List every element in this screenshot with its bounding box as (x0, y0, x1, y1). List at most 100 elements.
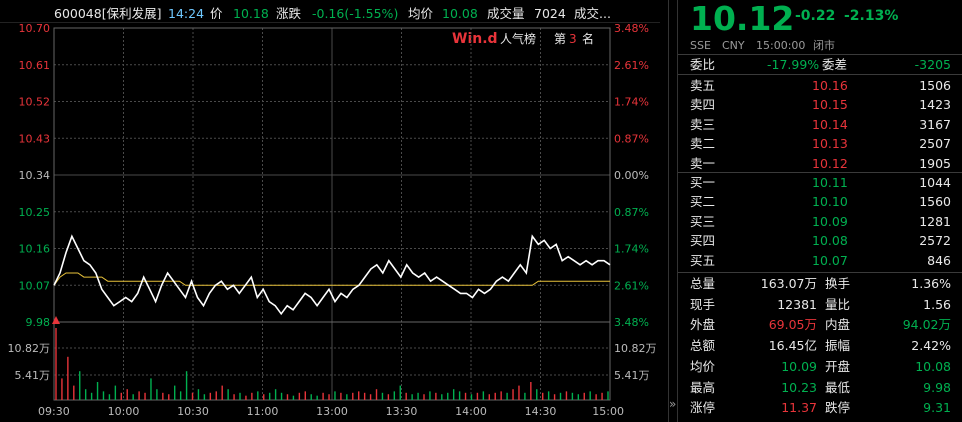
bid-level-price: 10.11 (812, 175, 848, 190)
y-tick-label-right: 1.74% (614, 243, 649, 256)
volume-tick-label-right: 10.82万 (614, 342, 657, 355)
volume-bar (452, 389, 455, 400)
volume-bar (340, 392, 342, 400)
ask-level-volume: 1423 (919, 97, 951, 113)
volume-bar (310, 394, 312, 400)
volume-bar (470, 394, 473, 400)
bid-level-price: 10.07 (812, 252, 848, 268)
bid-level-5[interactable]: 买五 10.07 846 (678, 251, 962, 271)
quote-panel: 10.12 -0.22 -2.13% SSE CNY 15:00:00 闭市 委… (677, 0, 962, 422)
volume-bar (84, 389, 87, 400)
volume-bar (542, 392, 544, 400)
wind-logo: Win.d (452, 31, 498, 47)
volume-bars (55, 328, 609, 400)
stat-label: 最高 (690, 379, 716, 395)
bid-level-volume: 1560 (919, 194, 951, 210)
bid-levels: 买一 10.11 1044 买二 10.10 1560 买三 10.09 1281 买四 10.08… (678, 173, 962, 273)
y-tick-label-right: 2.61% (614, 59, 649, 72)
volume-bar (96, 382, 99, 400)
volume-bar (559, 392, 562, 400)
volume-bar (292, 395, 295, 400)
volume-bar (61, 378, 63, 400)
bid-level-4[interactable]: 买四 10.08 2572 (678, 231, 962, 251)
volume-bar (506, 392, 508, 400)
y-tick-label-right: 0.87% (614, 206, 649, 219)
volume-bar (346, 394, 348, 400)
stat-label: 开盘 (825, 358, 851, 374)
stats-row: 总额 16.45亿 振幅 2.42% (678, 336, 962, 356)
volume-bar (577, 394, 580, 400)
ask-level-3[interactable]: 卖三 10.14 3167 (678, 115, 962, 135)
y-axis-right-labels: 3.48% 2.61% 1.74% 0.87% 0.00% 0.87% 1.74% 2.61%… (614, 22, 657, 382)
market-info: SSE CNY 15:00:00 闭市 (678, 38, 962, 54)
ask-level-4[interactable]: 卖二 10.13 2507 (678, 134, 962, 154)
volume-bar (156, 389, 158, 400)
market-status: 闭市 (813, 39, 835, 52)
volume-bar (488, 394, 490, 400)
volume-bar (67, 356, 69, 400)
x-tick-label: 14:30 (525, 405, 557, 418)
volume-bar (429, 391, 431, 400)
stat-label: 现手 (690, 296, 716, 312)
volume-bar (233, 394, 235, 400)
volume-bar (316, 395, 318, 400)
bid-level-label: 买五 (690, 252, 716, 268)
ask-level-price: 10.12 (812, 155, 848, 171)
x-tick-label: 10:30 (177, 405, 209, 418)
ask-level-label: 卖三 (690, 116, 716, 132)
stats-row: 外盘 69.05万 内盘 94.02万 (678, 315, 962, 335)
chart-header: 600048[保利发展] 14:24 价 10.18 涨跌 -0.16(-1.5… (0, 0, 660, 23)
ask-level-1[interactable]: 卖五 10.16 1506 (678, 76, 962, 96)
volume-bar (334, 391, 336, 400)
bid-level-3[interactable]: 买三 10.09 1281 (678, 212, 962, 232)
volume-bar (375, 389, 378, 400)
stock-code-name[interactable]: 600048[保利发展] (54, 6, 162, 21)
x-tick-label: 10:00 (108, 405, 140, 418)
volume-bar (607, 391, 609, 400)
y-tick-label-left: 10.34 (19, 169, 51, 182)
cursor-change: -0.16(-1.55%) (312, 6, 399, 21)
bid-level-volume: 1281 (919, 213, 951, 229)
volume-bar (174, 385, 176, 400)
volume-bar (423, 394, 425, 400)
volume-bar (120, 392, 122, 400)
volume-bar (358, 391, 360, 400)
diff-value: -3205 (914, 57, 951, 72)
volume-bar (530, 382, 532, 400)
ask-level-label: 卖二 (690, 136, 716, 152)
stat-label: 振幅 (825, 338, 851, 354)
volume-bar (168, 394, 170, 400)
volume-bar (595, 394, 597, 400)
volume-bar (79, 371, 81, 400)
bid-level-volume: 1044 (919, 175, 951, 190)
volume-bar (263, 394, 265, 400)
intraday-chart[interactable]: 10.70 10.61 10.52 10.43 10.34 10.25 10.16 10.07… (0, 0, 668, 422)
volume-bar (221, 385, 223, 400)
price-change-pct: -2.13% (844, 8, 899, 24)
volume-bar (132, 394, 134, 400)
volume-bar (363, 392, 366, 400)
avg-label: 均价 (408, 6, 434, 21)
x-tick-label: 13:30 (386, 405, 418, 418)
chart-grid (52, 27, 611, 401)
volume-bar (55, 328, 57, 400)
ask-level-2[interactable]: 卖四 10.15 1423 (678, 95, 962, 115)
bid-level-2[interactable]: 买二 10.10 1560 (678, 192, 962, 212)
quote-headline: 10.12 -0.22 -2.13% (678, 0, 962, 38)
ask-levels: 卖五 10.16 1506 卖四 10.15 1423 卖三 10.14 3167 卖二 10.13… (678, 76, 962, 176)
volume-bar (274, 389, 277, 400)
stat-value: 16.45亿 (768, 338, 817, 354)
price-label: 价 (210, 6, 223, 21)
x-tick-label: 09:30 (38, 405, 70, 418)
bid-level-1[interactable]: 买一 10.11 1044 (678, 173, 962, 193)
volume-bar (280, 392, 283, 400)
stat-label: 量比 (825, 296, 851, 312)
ask-level-5[interactable]: 卖一 10.12 1905 (678, 154, 962, 174)
expand-arrow-icon[interactable]: » (669, 397, 677, 411)
volume-bar (387, 394, 390, 400)
diff-label: 委差 (822, 57, 848, 72)
y-tick-label-left: 10.07 (19, 279, 51, 292)
cursor-volume: 7024 (534, 6, 566, 21)
bid-level-volume: 846 (927, 252, 951, 268)
bid-level-price: 10.08 (812, 233, 848, 249)
